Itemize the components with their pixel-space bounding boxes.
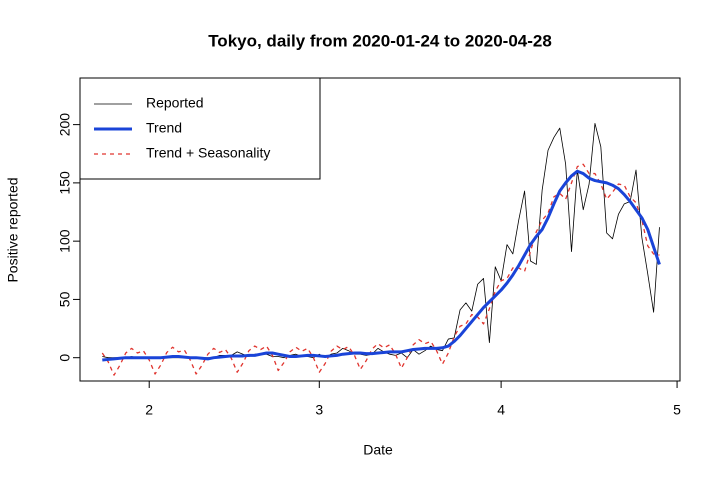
x-tick-label: 2: [145, 402, 153, 418]
y-tick-label: 50: [57, 291, 73, 307]
y-axis-label: Positive reported: [5, 177, 21, 282]
legend-label: Trend: [146, 120, 182, 136]
series-line: [101, 163, 660, 376]
chart-title: Tokyo, daily from 2020-01-24 to 2020-04-…: [208, 31, 552, 50]
legend-label: Reported: [146, 95, 204, 111]
x-tick-label: 3: [315, 402, 323, 418]
y-tick-label: 150: [57, 171, 73, 195]
x-tick-label: 5: [673, 402, 681, 418]
y-tick-label: 0: [57, 354, 73, 362]
plot-frame: [79, 77, 681, 382]
series-line: [102, 169, 661, 362]
y-tick-label: 100: [57, 229, 73, 253]
x-tick-label: 4: [497, 402, 505, 418]
x-axis-label: Date: [363, 442, 393, 458]
y-tick-label: 200: [57, 113, 73, 137]
legend-label: Trend + Seasonality: [146, 145, 270, 161]
